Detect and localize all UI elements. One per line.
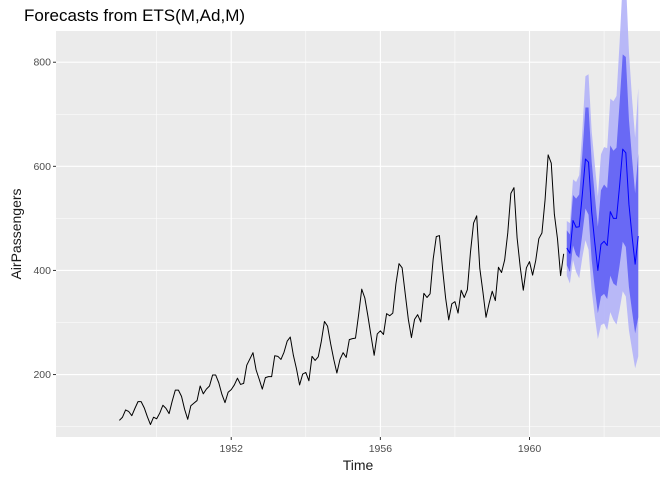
forecast-line [566,148,639,271]
x-axis-title: Time [343,457,374,473]
prediction-intervals [566,0,639,369]
series-lines [119,148,639,426]
y-tick-label: 400 [33,265,51,277]
y-axis-title: AirPassengers [8,188,24,279]
grid-major [56,31,660,437]
y-axis: 200 400 600 800 [33,57,56,381]
y-tick-label: 200 [33,369,51,381]
y-tick-label: 800 [33,57,51,69]
chart-title: Forecasts from ETS(M,Ad,M) [24,6,245,25]
y-tick-label: 600 [33,161,51,173]
history-line [119,154,565,426]
x-tick-label: 1960 [518,443,542,455]
x-tick-label: 1952 [220,443,244,455]
x-tick-label: 1956 [369,443,393,455]
x-axis: 1952 1956 1960 [220,437,542,455]
pi-80-band [566,54,639,334]
